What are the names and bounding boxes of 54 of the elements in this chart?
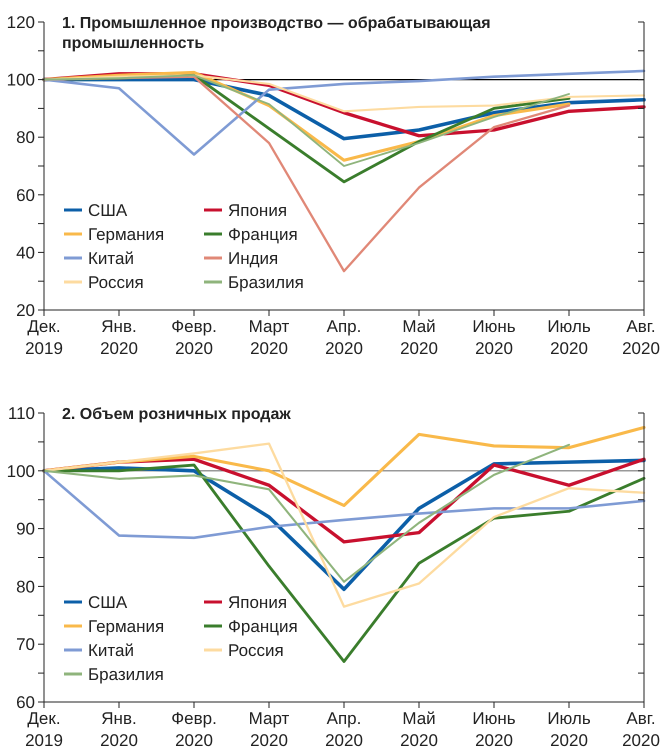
y-tick-label: 60 xyxy=(16,692,35,712)
legend-label: Россия xyxy=(228,640,284,660)
y-tick-label: 80 xyxy=(16,128,35,148)
legend-label: Германия xyxy=(88,616,164,636)
x-tick-label: Июнь 2020 xyxy=(472,709,516,750)
line-series xyxy=(42,70,646,156)
legend-label: Бразилия xyxy=(228,272,304,292)
x-tick-label: Февр. 2020 xyxy=(171,317,217,358)
x-tick-label: Апр. 2020 xyxy=(325,317,363,358)
x-tick-label: Июнь 2020 xyxy=(472,317,516,358)
legend-label: Китай xyxy=(88,248,134,268)
legend-label: Германия xyxy=(88,224,164,244)
legend-label: Франция xyxy=(228,616,298,636)
y-tick-label: 80 xyxy=(16,577,35,596)
x-tick-label: Авг. 2020 xyxy=(622,709,660,750)
chart-title: 1. Промышленное производство — обрабатывающая промышленность xyxy=(62,15,491,52)
x-tick-label: Янв. 2020 xyxy=(100,709,138,750)
line-series xyxy=(42,444,570,583)
legend-label: Россия xyxy=(88,272,144,292)
x-tick-label: Июль 2020 xyxy=(547,317,591,358)
x-tick-label: Янв. 2020 xyxy=(100,317,138,358)
y-tick-label: 100 xyxy=(6,70,35,90)
line-series xyxy=(42,442,646,608)
legend-label: Индия xyxy=(228,248,278,268)
y-tick-label: 40 xyxy=(16,243,35,262)
line-series xyxy=(42,74,646,112)
y-tick-label: 70 xyxy=(16,635,35,654)
x-tick-label: Май 2020 xyxy=(400,317,438,358)
y-tick-label: 100 xyxy=(6,462,35,481)
legend-label: Китай xyxy=(88,640,134,660)
legend-label: США xyxy=(88,200,128,220)
legend-label: Япония xyxy=(228,592,288,612)
line-series xyxy=(42,470,646,540)
legend-label: Франция xyxy=(228,224,298,244)
x-tick-label: Февр. 2020 xyxy=(171,709,217,750)
y-tick-label: 90 xyxy=(16,520,35,539)
legend-label: США xyxy=(88,592,128,612)
x-tick-label: Март 2020 xyxy=(248,709,290,750)
line-series xyxy=(42,464,646,663)
y-tick-label: 20 xyxy=(16,300,35,320)
x-tick-label: Дек. 2019 xyxy=(25,317,63,358)
chart-title: 2. Объем розничных продаж xyxy=(62,406,292,423)
x-tick-label: Дек. 2019 xyxy=(25,709,63,750)
x-tick-label: Апр. 2020 xyxy=(325,709,363,750)
x-tick-label: Май 2020 xyxy=(400,709,438,750)
x-tick-label: Март 2020 xyxy=(248,317,290,358)
line-series xyxy=(42,76,570,272)
x-tick-label: Авг. 2020 xyxy=(622,317,660,358)
x-tick-label: Июль 2020 xyxy=(547,709,591,750)
legend-label: Бразилия xyxy=(88,664,164,684)
legend-label: Япония xyxy=(228,200,288,220)
y-tick-label: 120 xyxy=(6,12,35,32)
y-tick-label: 60 xyxy=(16,186,35,205)
y-tick-label: 110 xyxy=(8,404,35,423)
